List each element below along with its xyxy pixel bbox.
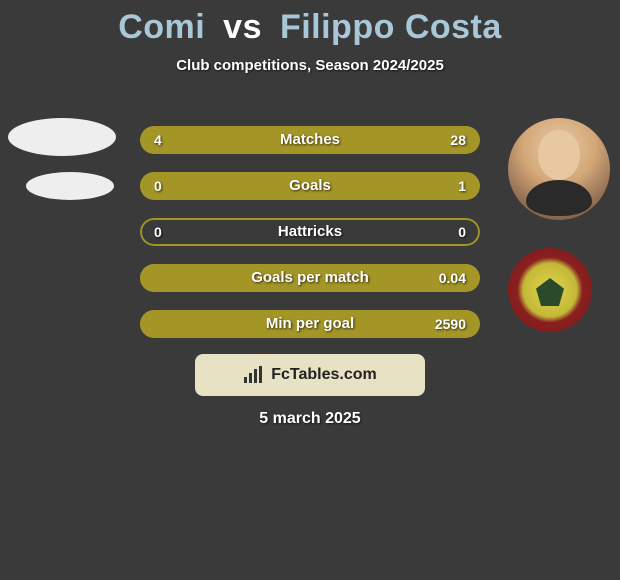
stat-row: Hattricks0 0	[140, 218, 480, 246]
player1-avatars	[8, 118, 116, 200]
infographic-container: Comi vs Filippo Costa Club competitions,…	[0, 0, 620, 580]
stat-value-right: 28	[450, 126, 466, 154]
stat-row: Goals per match0.04	[140, 264, 480, 292]
brand-pill: FcTables.com	[195, 354, 425, 396]
stat-label: Goals	[140, 172, 480, 200]
player1-photo	[8, 118, 116, 156]
stat-label: Min per goal	[140, 310, 480, 338]
stat-label: Goals per match	[140, 264, 480, 292]
stat-value-right: 1	[458, 172, 466, 200]
stat-row: Matches4 28	[140, 126, 480, 154]
chart-icon	[243, 366, 265, 384]
stat-value-left: 0	[154, 218, 162, 246]
stat-value-right: 0.04	[439, 264, 466, 292]
stat-label: Hattricks	[140, 218, 480, 246]
stat-row: Min per goal2590	[140, 310, 480, 338]
player1-club-badge	[26, 172, 114, 200]
stat-value-right: 0	[458, 218, 466, 246]
comparison-bars: Matches428Goals01Hattricks00Goals per ma…	[140, 126, 480, 356]
player1-name: Comi	[118, 8, 205, 46]
stat-row: Goals0 1	[140, 172, 480, 200]
vs-label: vs	[223, 8, 262, 46]
stat-value-right: 2590	[435, 310, 466, 338]
subtitle: Club competitions, Season 2024/2025	[0, 57, 620, 74]
stat-value-left: 4	[154, 126, 162, 154]
player2-name: Filippo Costa	[280, 8, 502, 46]
brand-text: FcTables.com	[271, 366, 377, 384]
player2-photo	[508, 118, 610, 220]
date-label: 5 march 2025	[0, 410, 620, 428]
stat-label: Matches	[140, 126, 480, 154]
stat-value-left: 0	[154, 172, 162, 200]
page-title: Comi vs Filippo Costa	[0, 0, 620, 47]
player2-club-badge	[508, 248, 592, 332]
player2-avatars	[508, 118, 610, 332]
